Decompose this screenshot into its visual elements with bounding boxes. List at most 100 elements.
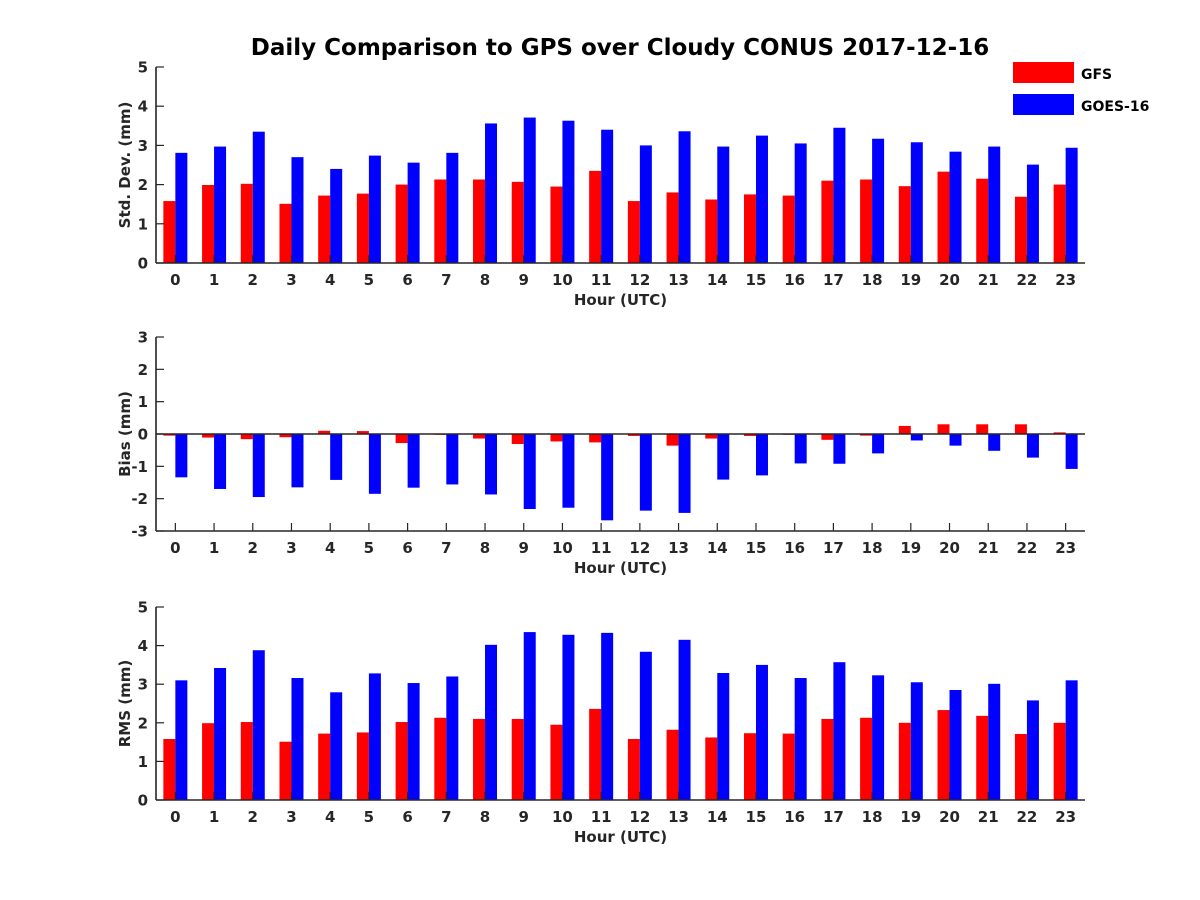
bar-goes16-hour-18 xyxy=(872,138,885,263)
x-tick-label: 14 xyxy=(707,539,728,557)
bar-gfs-hour-12 xyxy=(627,201,640,263)
bar-gfs-hour-10 xyxy=(550,434,563,442)
bar-gfs-hour-13 xyxy=(666,434,679,446)
bar-gfs-hour-9 xyxy=(511,434,524,445)
bar-goes16-hour-16 xyxy=(794,434,807,464)
bar-goes16-hour-7 xyxy=(446,434,459,485)
bar-goes16-hour-5 xyxy=(368,434,381,494)
y-tick-label: 5 xyxy=(138,599,148,617)
y-tick-label: -2 xyxy=(131,490,148,508)
bar-gfs-hour-22 xyxy=(1014,733,1027,800)
bar-goes16-hour-14 xyxy=(717,673,730,800)
bar-gfs-hour-20 xyxy=(937,171,950,263)
bar-goes16-hour-0 xyxy=(175,680,188,800)
bar-gfs-hour-10 xyxy=(550,186,563,263)
bar-gfs-hour-1 xyxy=(202,184,215,263)
bar-goes16-hour-17 xyxy=(833,434,846,464)
bar-goes16-hour-18 xyxy=(872,675,885,800)
bar-goes16-hour-3 xyxy=(291,157,304,263)
bar-goes16-hour-12 xyxy=(639,145,652,263)
bar-goes16-hour-15 xyxy=(755,434,768,476)
x-tick-label: 0 xyxy=(170,539,180,557)
bar-gfs-hour-21 xyxy=(976,178,989,263)
bar-goes16-hour-0 xyxy=(175,434,188,478)
bar-gfs-hour-2 xyxy=(240,434,253,440)
x-tick-label: 4 xyxy=(325,539,335,557)
bar-goes16-hour-17 xyxy=(833,127,846,263)
legend-swatch-goes16 xyxy=(1013,94,1074,115)
y-tick-label: 0 xyxy=(138,792,148,810)
bar-goes16-hour-10 xyxy=(562,434,575,508)
bar-gfs-hour-19 xyxy=(898,722,911,800)
x-tick-label: 3 xyxy=(286,808,296,826)
bar-gfs-hour-14 xyxy=(705,434,718,439)
bar-gfs-hour-13 xyxy=(666,192,679,263)
bar-gfs-hour-17 xyxy=(821,434,834,440)
x-tick-label: 11 xyxy=(591,271,612,289)
x-axis-label: Hour (UTC) xyxy=(574,291,667,309)
x-tick-label: 5 xyxy=(364,539,374,557)
bar-gfs-hour-12 xyxy=(627,739,640,800)
x-tick-label: 1 xyxy=(209,271,219,289)
bar-gfs-hour-15 xyxy=(743,194,756,263)
y-tick-label: 5 xyxy=(138,59,148,77)
bar-goes16-hour-1 xyxy=(214,146,227,263)
y-tick-label: -3 xyxy=(131,523,148,541)
x-tick-label: 16 xyxy=(784,271,805,289)
bar-goes16-hour-4 xyxy=(330,434,343,480)
bar-gfs-hour-20 xyxy=(937,424,950,434)
bar-goes16-hour-16 xyxy=(794,678,807,800)
bar-goes16-hour-23 xyxy=(1065,680,1078,800)
bar-gfs-hour-1 xyxy=(202,434,215,438)
x-tick-label: 13 xyxy=(668,808,689,826)
y-tick-label: 0 xyxy=(138,255,148,273)
y-tick-label: 3 xyxy=(138,329,148,347)
x-tick-label: 2 xyxy=(248,271,258,289)
bar-goes16-hour-13 xyxy=(678,131,691,263)
bar-gfs-hour-6 xyxy=(395,184,408,263)
bar-gfs-hour-19 xyxy=(898,425,911,434)
y-tick-label: 1 xyxy=(138,393,148,411)
bar-gfs-hour-4 xyxy=(318,733,331,800)
bar-goes16-hour-6 xyxy=(407,162,420,263)
bar-gfs-hour-13 xyxy=(666,729,679,800)
bar-goes16-hour-23 xyxy=(1065,434,1078,469)
x-tick-label: 12 xyxy=(629,808,650,826)
bar-goes16-hour-21 xyxy=(988,683,1001,800)
x-tick-label: 20 xyxy=(939,539,960,557)
y-axis-label: Bias (mm) xyxy=(116,391,134,477)
x-tick-label: 18 xyxy=(862,539,883,557)
bar-goes16-hour-1 xyxy=(214,667,227,800)
bar-goes16-hour-17 xyxy=(833,662,846,800)
x-tick-label: 6 xyxy=(402,271,412,289)
x-tick-label: 1 xyxy=(209,808,219,826)
bar-gfs-hour-18 xyxy=(860,434,873,436)
bar-goes16-hour-8 xyxy=(485,644,498,800)
x-tick-label: 19 xyxy=(900,808,921,826)
bar-gfs-hour-11 xyxy=(589,170,602,263)
bar-goes16-hour-5 xyxy=(368,155,381,263)
bar-goes16-hour-8 xyxy=(485,434,498,495)
bar-goes16-hour-20 xyxy=(949,689,962,800)
x-tick-label: 19 xyxy=(900,539,921,557)
x-tick-label: 7 xyxy=(441,808,451,826)
y-axis-label: Std. Dev. (mm) xyxy=(116,102,134,229)
x-tick-label: 6 xyxy=(402,539,412,557)
bar-goes16-hour-22 xyxy=(1026,700,1039,800)
y-tick-label: 4 xyxy=(138,637,148,655)
x-tick-label: 3 xyxy=(286,539,296,557)
bar-goes16-hour-7 xyxy=(446,152,459,263)
bar-gfs-hour-21 xyxy=(976,715,989,800)
x-tick-label: 17 xyxy=(823,808,844,826)
x-tick-label: 15 xyxy=(746,271,767,289)
bar-gfs-hour-21 xyxy=(976,424,989,434)
x-tick-label: 19 xyxy=(900,271,921,289)
x-tick-label: 0 xyxy=(170,271,180,289)
bar-gfs-hour-22 xyxy=(1014,196,1027,263)
x-tick-label: 12 xyxy=(629,539,650,557)
x-tick-label: 0 xyxy=(170,808,180,826)
bar-gfs-hour-2 xyxy=(240,722,253,800)
x-tick-label: 23 xyxy=(1055,271,1076,289)
x-tick-label: 13 xyxy=(668,539,689,557)
